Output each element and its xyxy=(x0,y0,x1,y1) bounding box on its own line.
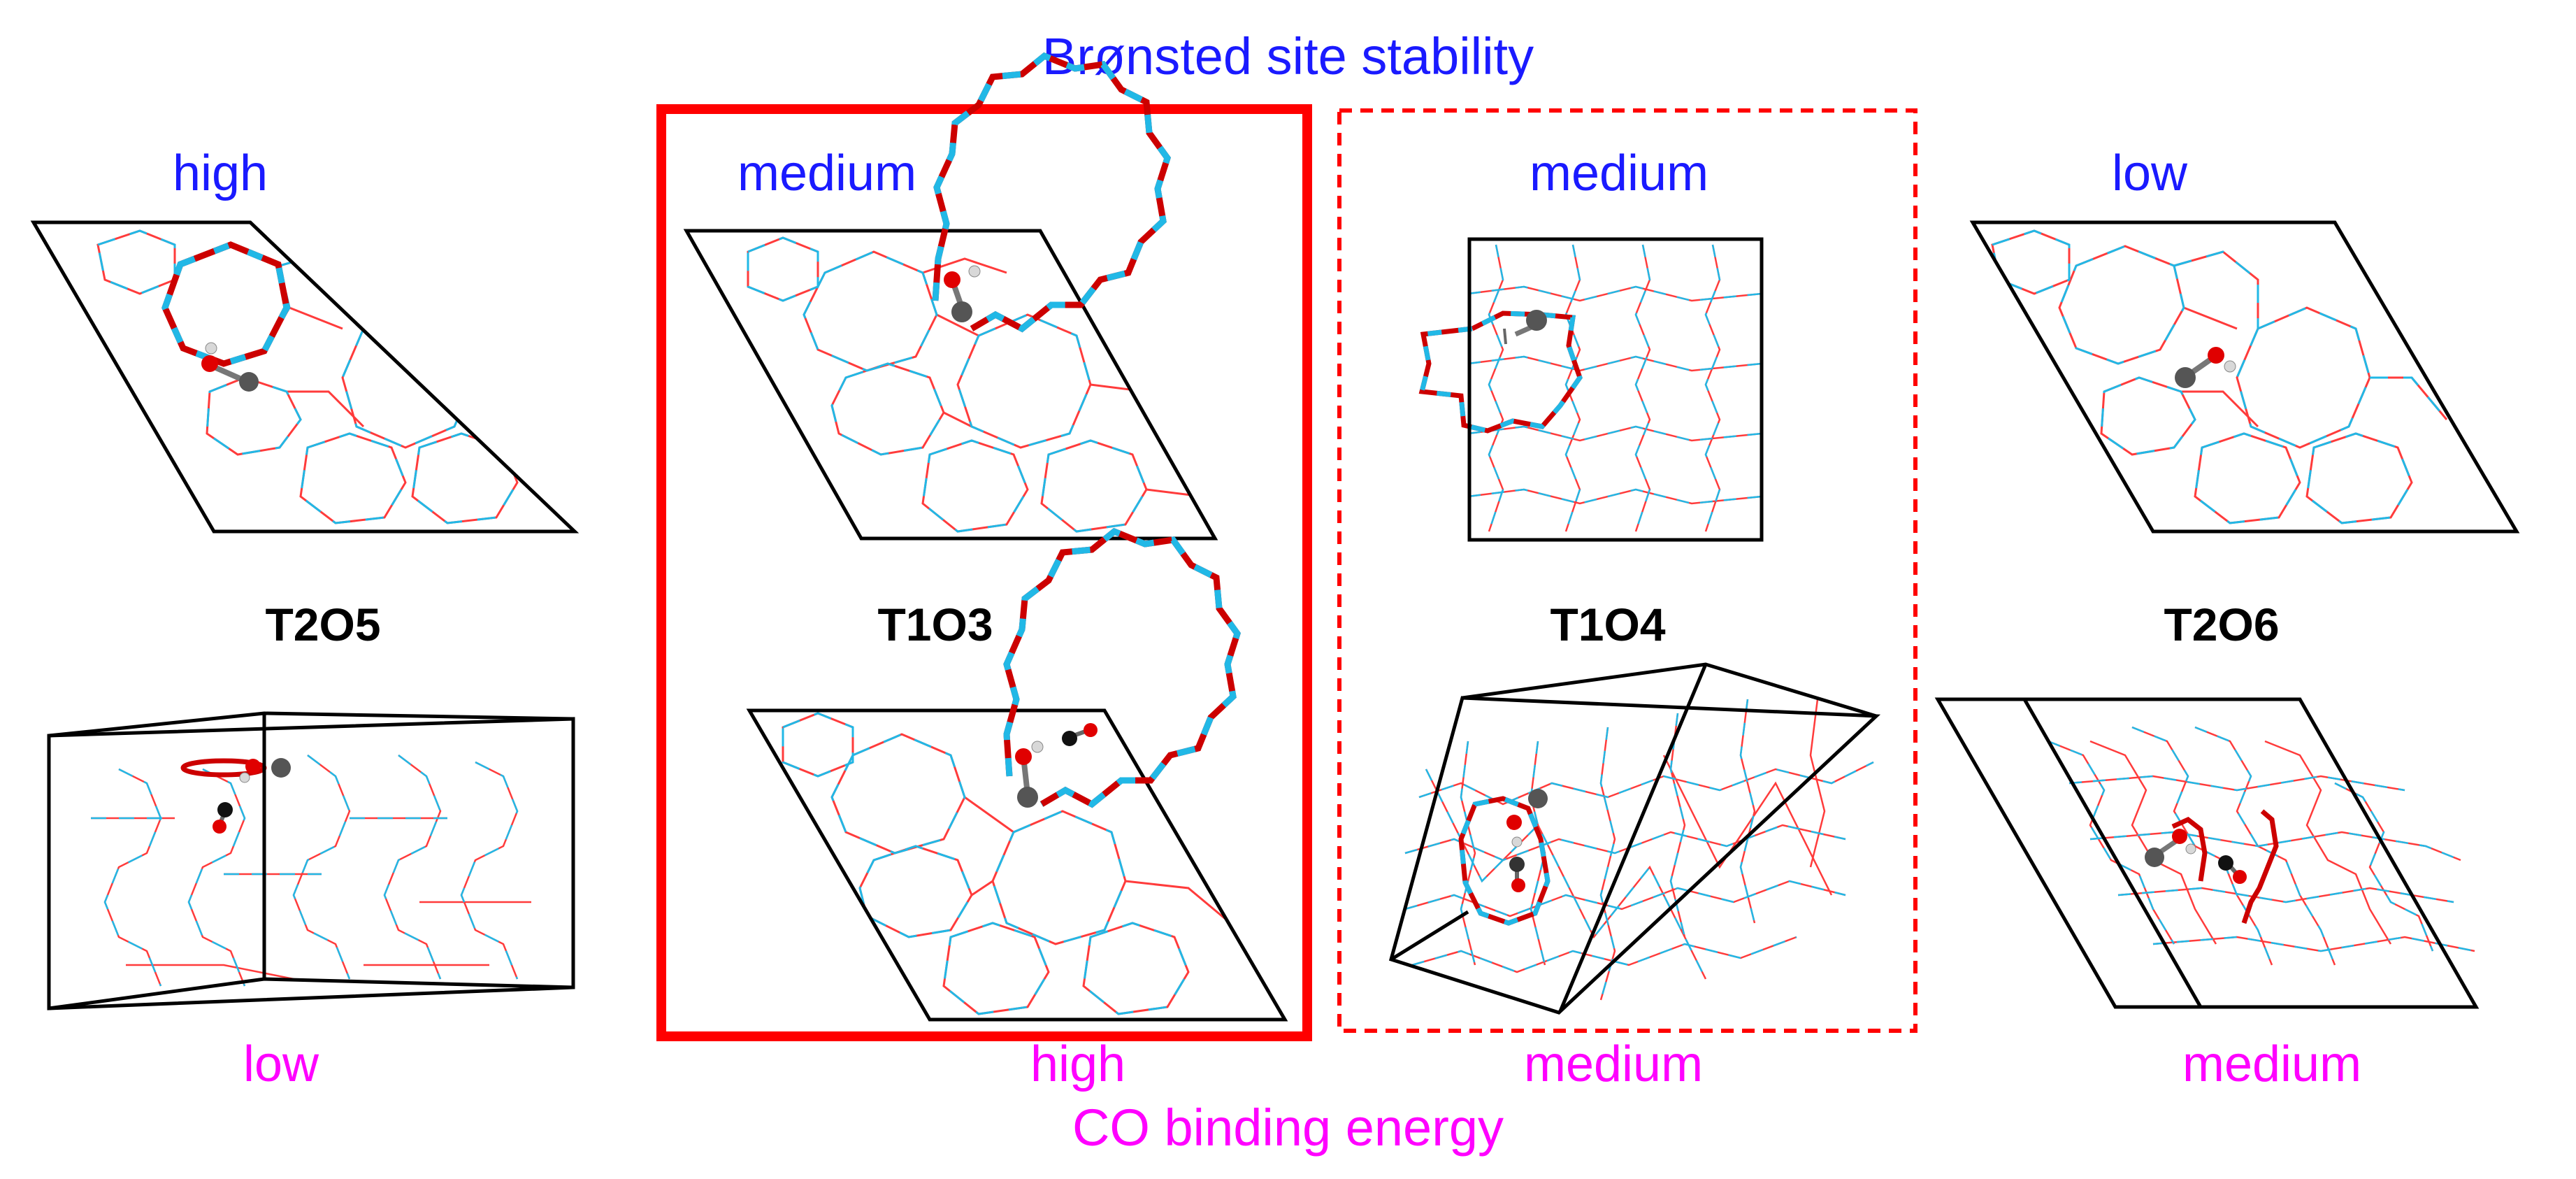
t2o6-top-structure xyxy=(1969,220,2520,534)
t2o5-top-structure xyxy=(30,220,580,534)
atom-h xyxy=(239,772,250,783)
t1o3-top-structure xyxy=(683,52,1218,541)
atom-o xyxy=(1015,748,1032,765)
stability-title: Brønsted site stability xyxy=(1042,27,1534,85)
t2o5-name: T2O5 xyxy=(265,599,381,650)
t2o6-binding-label: medium xyxy=(2182,1036,2362,1092)
t1o4-binding-label: medium xyxy=(1523,1036,1704,1092)
t1o3-highlight-box xyxy=(656,104,1312,1041)
atom-c xyxy=(2175,367,2196,388)
t1o3-bottom-structure xyxy=(746,527,1288,1022)
atom-o xyxy=(213,820,226,834)
atom-o xyxy=(2233,870,2247,884)
atom-h xyxy=(2224,360,2236,373)
atom-c xyxy=(1017,787,1038,808)
atom-o xyxy=(1511,878,1525,892)
t1o4-name: T1O4 xyxy=(1550,599,1666,650)
atom-o xyxy=(944,271,960,288)
atom-o xyxy=(1506,815,1522,830)
t2o5-stability-label: high xyxy=(172,145,268,201)
t2o5-bottom-structure xyxy=(47,711,575,1010)
atom-c xyxy=(2145,848,2164,867)
atom-o xyxy=(245,759,261,774)
t2o6-bottom-structure xyxy=(1934,697,2480,1009)
atom-h xyxy=(2185,843,2196,855)
atom-c xyxy=(271,758,291,778)
atom-c xyxy=(1062,731,1077,746)
t2o6-stability-label: low xyxy=(2111,145,2188,201)
atom-c xyxy=(2218,855,2233,871)
atom-o xyxy=(1084,723,1098,737)
t2o5-binding-label: low xyxy=(243,1036,319,1092)
atom-c xyxy=(951,301,972,322)
binding-energy-title: CO binding energy xyxy=(1072,1099,1504,1157)
atom-h xyxy=(968,265,981,278)
t1o4-top-structure xyxy=(1418,237,1764,542)
atom-c xyxy=(1528,789,1548,808)
t1o3-stability-label: medium xyxy=(737,145,917,201)
atom-c xyxy=(239,372,259,392)
atom-c xyxy=(1509,857,1525,872)
atom-c xyxy=(1526,310,1547,331)
atom-h xyxy=(205,342,217,355)
atom-o xyxy=(2208,347,2224,364)
t2o6-name: T2O6 xyxy=(2164,599,2280,650)
atom-c xyxy=(217,802,233,817)
atom-h xyxy=(1031,741,1044,753)
atom-o xyxy=(2172,829,2187,844)
atom-o xyxy=(201,355,218,372)
t1o4-highlight-box xyxy=(1337,108,1917,1033)
t1o4-bottom-structure xyxy=(1388,662,1881,1015)
atom-h xyxy=(1511,836,1523,848)
t1o4-stability-label: medium xyxy=(1529,145,1709,201)
t1o3-name: T1O3 xyxy=(877,599,993,650)
t1o3-binding-label: high xyxy=(1030,1036,1126,1092)
